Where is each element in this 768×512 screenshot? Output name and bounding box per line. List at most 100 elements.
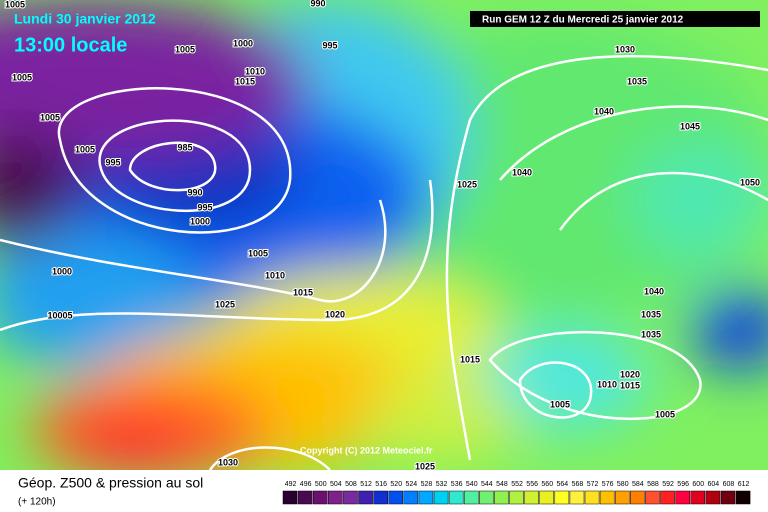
legend-swatch [720,490,736,505]
legend-swatch [373,490,388,505]
legend-value: 516 [375,481,387,488]
legend-value: 568 [572,481,584,488]
isobar-label: 1005 [248,248,268,258]
legend-value: 596 [677,481,689,488]
isobar-label: 995 [197,202,212,212]
legend-value: 508 [345,481,357,488]
legend-swatch [463,490,479,505]
map-field [0,0,768,470]
legend-swatch [418,490,434,505]
isobar-label: 1020 [325,309,345,319]
isobar-label: 1010 [245,66,265,76]
legend-value: 504 [330,481,342,488]
isobar-label: 995 [105,157,120,167]
legend-value: 556 [526,481,538,488]
legend-value: 544 [481,481,493,488]
isobar-label: 1050 [740,177,760,187]
isobar-label: 1010 [597,379,617,389]
isobar-label: 1035 [641,329,661,339]
isobar-label: 990 [310,0,325,8]
legend-swatch [343,490,358,505]
map-time: 13:00 locale [14,34,127,56]
legend-swatch [660,490,675,505]
legend-swatch [735,490,751,505]
isobar-label: 995 [322,40,337,50]
legend-swatch [282,490,298,505]
legend-value: 520 [390,481,402,488]
legend-swatch [705,490,721,505]
isobar-label: 1020 [620,369,640,379]
legend-subtitle: (+ 120h) [18,497,56,508]
legend-value: 564 [557,481,569,488]
isobar-label: 1015 [293,287,313,297]
isobar-label: 985 [177,142,192,152]
run-box [470,11,760,27]
legend-swatch [524,490,539,505]
legend-swatch [614,490,630,505]
legend-value: 608 [723,481,735,488]
isobar-label: 1005 [175,44,195,54]
legend-value: 584 [632,481,644,488]
isobar-label: 1015 [460,354,480,364]
legend-value: 528 [421,481,433,488]
legend-value: 588 [647,481,659,488]
isobar-label: 1035 [627,76,647,86]
isobar-label: 10005 [47,310,72,320]
isobar-label: 1025 [415,461,435,471]
legend-swatch [690,490,706,505]
legend-swatch [509,490,524,505]
map-date: Lundi 30 janvier 2012 [14,11,156,27]
legend-value: 500 [315,481,327,488]
isobar-label: 990 [187,187,202,197]
legend-swatch [433,490,449,505]
legend-swatch [675,490,690,505]
isobar-label: 1005 [550,399,570,409]
isobar-label: 1035 [641,309,661,319]
legend-value: 524 [406,481,418,488]
isobar-label: 1005 [5,0,25,9]
legend-swatch [448,490,464,505]
legend-value: 572 [587,481,599,488]
legend-value: 592 [662,481,674,488]
legend-value: 548 [496,481,508,488]
isobar-label: 1025 [215,299,235,309]
legend-value: 612 [738,481,750,488]
isobar-label: 1010 [265,270,285,280]
legend-swatch [388,490,404,505]
legend-swatch [630,490,645,505]
isobar-label: 1040 [594,106,614,116]
run-info: Run GEM 12 Z du Mercredi 25 janvier 2012 [482,15,684,26]
legend-swatch [328,490,343,505]
legend-value: 560 [541,481,553,488]
legend-title: Géop. Z500 & pression au sol [18,475,203,491]
legend-swatch [645,490,660,505]
legend-value: 540 [466,481,478,488]
isobar-label: 1005 [12,72,32,82]
legend-swatch [599,490,615,505]
legend-swatch [539,490,555,505]
isobar-label: 1030 [615,44,635,54]
legend-swatch [584,490,600,505]
legend-value: 552 [511,481,523,488]
legend-value: 512 [360,481,372,488]
legend-swatch [479,490,494,505]
legend-swatch [569,490,585,505]
isobar-label: 1005 [75,144,95,154]
legend-value: 492 [285,481,297,488]
legend-value: 604 [708,481,720,488]
isobar-label: 1005 [40,112,60,122]
legend-swatch [358,490,373,505]
legend-swatch [554,490,570,505]
isobar-label: 1025 [457,179,477,189]
legend-value: 532 [436,481,448,488]
legend-value: 496 [300,481,312,488]
isobar-label: 1000 [52,266,72,276]
isobar-label: 1030 [218,457,238,467]
isobar-label: 1040 [512,167,532,177]
isobar-label: 1015 [235,76,255,86]
legend-swatch [297,490,313,505]
legend-value: 576 [602,481,614,488]
copyright: Copyright (C) 2012 Meteociel.fr [300,445,433,455]
legend-value: 536 [451,481,463,488]
